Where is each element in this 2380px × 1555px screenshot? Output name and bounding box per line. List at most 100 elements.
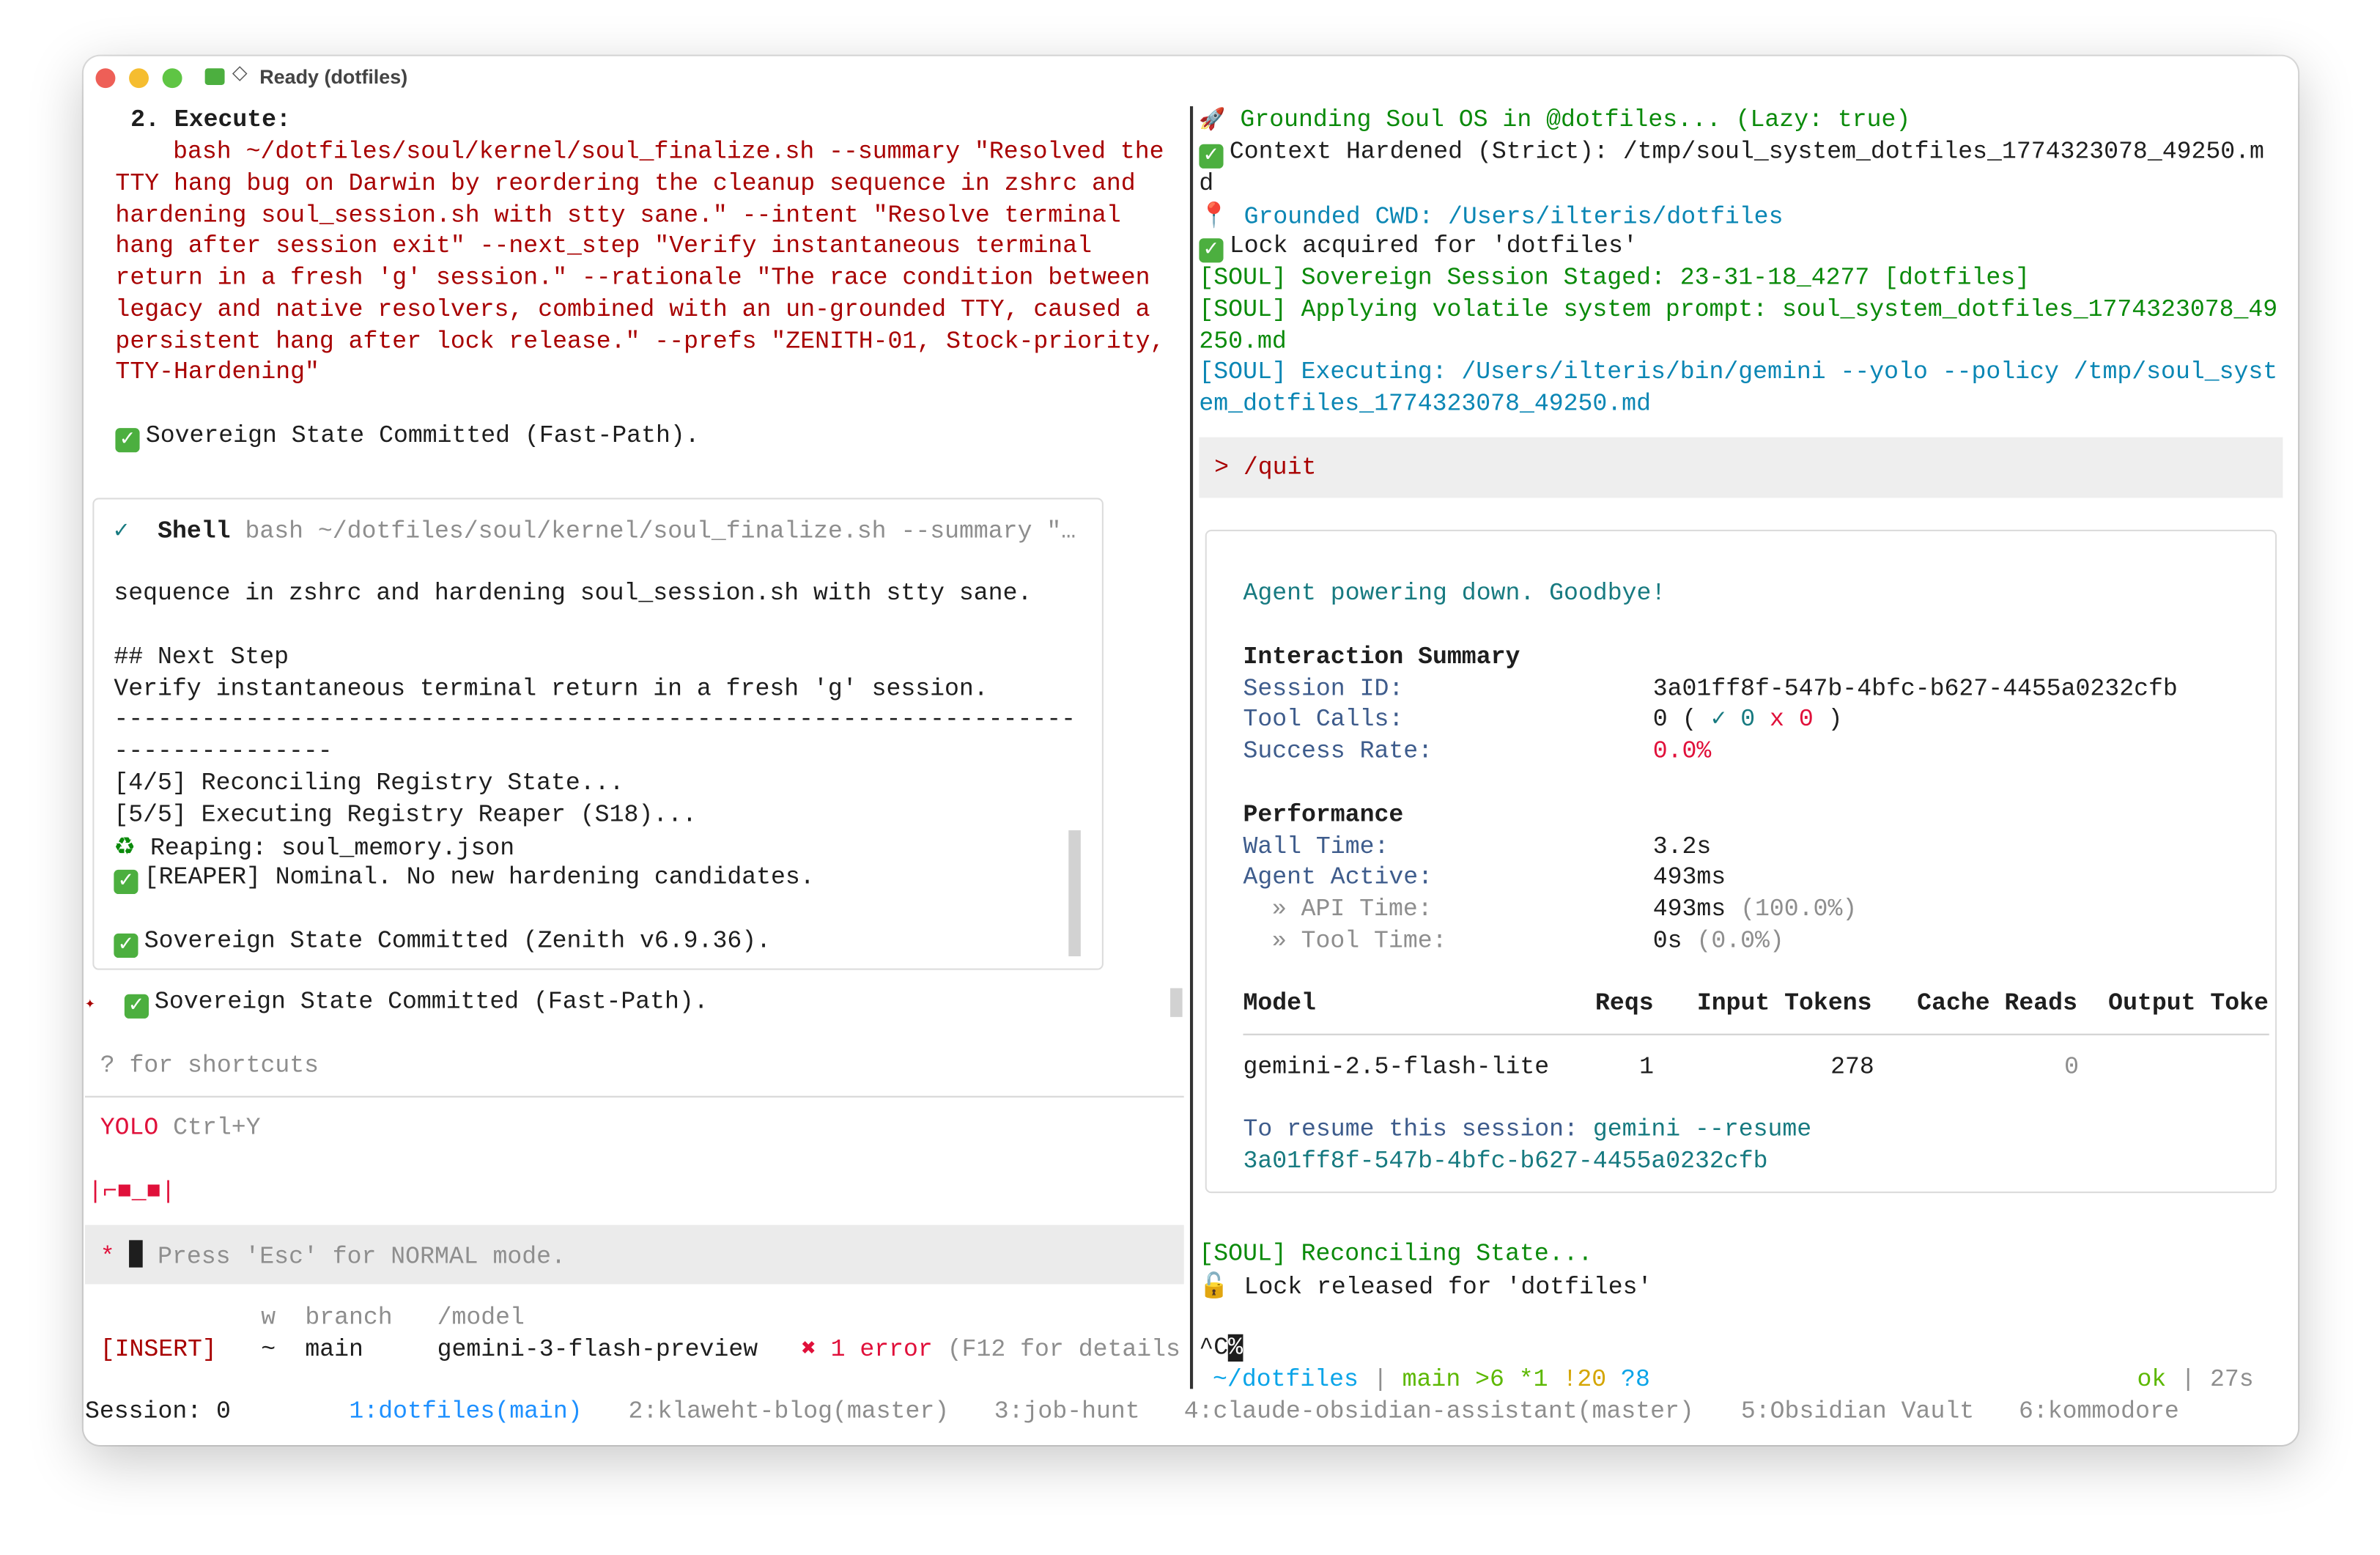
- prompt-staged: *1: [1518, 1366, 1548, 1394]
- prompt-modified: !20: [1562, 1366, 1607, 1394]
- output-line: [4/5] Reconciling Registry State...: [114, 769, 624, 797]
- interaction-heading: Interaction Summary: [1243, 643, 1520, 671]
- box-scrollbar[interactable]: [1068, 830, 1081, 956]
- session-summary-box: Agent powering down. Goodbye! Interactio…: [1205, 529, 2277, 1194]
- table-header-reqs: Reqs: [1595, 989, 1654, 1017]
- prompt-untracked: ?8: [1621, 1366, 1650, 1394]
- output-line: ----------------------------------------…: [114, 706, 1076, 734]
- error-hint: (F12 for details: [947, 1335, 1180, 1364]
- tool-time-label: » Tool Time:: [1271, 927, 1447, 955]
- ctrl-c: ^C: [1199, 1334, 1229, 1362]
- input-marker: *: [100, 1243, 115, 1271]
- command-line: return in a fresh 'g' session." --ration…: [115, 264, 1150, 292]
- tool-time: 0s: [1652, 927, 1682, 955]
- tmux-window[interactable]: 6:kommodore: [2018, 1397, 2179, 1426]
- sparkle-icon: ✦: [84, 995, 95, 1014]
- committed-text: Sovereign State Committed (Fast-Path).: [154, 988, 709, 1016]
- command-line: hang after session exit" --next_step "Ve…: [115, 232, 1092, 260]
- execute-heading: 2. Execute:: [130, 106, 291, 134]
- log-line: 📍 Grounded CWD: /Users/ilteris/dotfiles: [1199, 200, 1783, 232]
- error-indicator[interactable]: ✖ 1 error (F12 for details: [802, 1334, 1180, 1364]
- tool-calls-label: Tool Calls:: [1243, 706, 1404, 734]
- command-line: TTY-Hardening": [115, 358, 319, 386]
- success-rate-label: Success Rate:: [1243, 737, 1433, 765]
- wall-time-label: Wall Time:: [1243, 833, 1389, 861]
- tmux-window[interactable]: 2:klaweht-blog(master): [628, 1397, 950, 1426]
- tmux-session: Session: 0: [84, 1397, 231, 1426]
- committed-text: Sovereign State Committed (Fast-Path).: [145, 421, 700, 450]
- log-text: Grounded CWD: /Users/ilteris/dotfiles: [1243, 203, 1784, 231]
- reaping-text: Reaping: soul_memory.json: [136, 835, 515, 863]
- output-line: ✓ Sovereign State Committed (Zenith v6.9.…: [114, 926, 771, 959]
- lock-released-line: 🔓 Lock released for 'dotfiles': [1199, 1271, 1652, 1302]
- log-line: 250.md: [1199, 328, 1287, 355]
- shell-prompt[interactable]: ~/dotfiles | main >6 *1 !20 ?8: [1213, 1364, 1650, 1395]
- error-count: 1 error: [830, 1335, 933, 1364]
- input-placeholder[interactable]: Press 'Esc' for NORMAL mode.: [158, 1243, 566, 1271]
- pin-icon: 📍: [1199, 200, 1230, 229]
- tmux-window-active[interactable]: 1:dotfiles(main): [349, 1397, 583, 1426]
- minimize-button[interactable]: [129, 68, 149, 89]
- table-header-model: Model: [1243, 989, 1316, 1017]
- command-line: persistent hang after lock release." --p…: [115, 328, 1165, 355]
- output-line: ✓ [REAPER] Nominal. No new hardening cand…: [114, 863, 815, 895]
- wall-time-value: 3.2s: [1652, 833, 1712, 861]
- tool-time-value: 0s (0.0%): [1653, 926, 1784, 956]
- tmux-window[interactable]: 3:job-hunt: [994, 1397, 1140, 1426]
- tool-calls-value: 0 ( ✓ 0 x 0 ): [1653, 704, 1843, 734]
- status-w: ~: [261, 1335, 276, 1364]
- table-cell-cache-reads: 0: [2064, 1053, 2080, 1081]
- tool-calls-total: 0 (: [1652, 706, 1697, 734]
- tmux-window[interactable]: 5:Obsidian Vault: [1740, 1397, 1975, 1426]
- status-model[interactable]: gemini-3-flash-preview: [437, 1335, 758, 1364]
- cursor: [129, 1240, 144, 1268]
- tool-name: Shell: [158, 517, 231, 545]
- vim-mode: [INSERT]: [100, 1335, 217, 1364]
- close-button[interactable]: [95, 68, 116, 89]
- prompt-ahead: >6: [1475, 1366, 1504, 1394]
- tool-command: bash ~/dotfiles/soul/kernel/soul_finaliz…: [245, 517, 1076, 545]
- table-cell-reqs: 1: [1639, 1053, 1655, 1081]
- api-time-pct: (100.0%): [1740, 895, 1858, 923]
- table-header-cache-reads: Cache Reads: [1917, 989, 2077, 1017]
- check-icon: ✓: [114, 933, 138, 959]
- command-line: hardening soul_session.sh with stty sane…: [115, 202, 1121, 229]
- log-text: Grounding Soul OS in @dotfiles... (Lazy:…: [1240, 106, 1911, 134]
- resume-hint: To resume this session: gemini --resume: [1243, 1114, 1811, 1144]
- input-box[interactable]: * Press 'Esc' for NORMAL mode.: [84, 1225, 1184, 1285]
- check-icon: ✓: [124, 994, 149, 1019]
- prompt-duration: 27s: [2210, 1366, 2254, 1394]
- resume-session-id: 3a01ff8f-547b-4bfc-b627-4455a0232cfb: [1243, 1147, 1768, 1175]
- output-line: ---------------: [114, 737, 333, 765]
- table-header-output-tokens: Output Toke: [2108, 989, 2269, 1017]
- unlock-icon: 🔓: [1199, 1270, 1230, 1300]
- status-branch: main: [305, 1335, 363, 1364]
- zoom-button[interactable]: [162, 68, 182, 89]
- committed-line: ✦ ✓ Sovereign State Committed (Fast-Path)…: [85, 986, 709, 1020]
- api-time-label: » API Time:: [1271, 895, 1433, 923]
- resume-command: gemini --resume: [1592, 1115, 1812, 1143]
- log-line: em_dotfiles_1774323078_49250.md: [1199, 390, 1651, 418]
- log-text: Context Hardened (Strict): /tmp/soul_sys…: [1229, 138, 2264, 166]
- table-divider: [1243, 1033, 2269, 1035]
- tmux-window[interactable]: 4:claude-obsidian-assistant(master): [1183, 1397, 1694, 1426]
- agent-active-label: Agent Active:: [1243, 863, 1433, 891]
- table-cell-input-tokens: 278: [1830, 1053, 1874, 1081]
- api-time: 493ms: [1652, 895, 1726, 923]
- folder-icon: [204, 68, 225, 85]
- log-line: d: [1199, 169, 1214, 198]
- error-icon: ✖: [801, 1335, 816, 1364]
- output-line: Verify instantaneous terminal return in …: [114, 675, 988, 703]
- reconciling-line: [SOUL] Reconciling State...: [1199, 1240, 1593, 1268]
- output-line: ♻ Reaping: soul_memory.json: [114, 832, 514, 863]
- pane-divider[interactable]: [1189, 106, 1193, 1389]
- rocket-icon: 🚀: [1199, 108, 1226, 133]
- command-line: bash ~/dotfiles/soul/kernel/soul_finaliz…: [173, 138, 1164, 166]
- shell-tool-box: ✓ Shell bash ~/dotfiles/soul/kernel/soul…: [92, 498, 1104, 970]
- status-header-branch: branch: [305, 1304, 393, 1331]
- prompt-history-input: > /quit: [1199, 437, 2283, 498]
- lock-released-text: Lock released for 'dotfiles': [1243, 1273, 1652, 1301]
- yolo-indicator[interactable]: YOLO Ctrl+Y: [100, 1112, 261, 1142]
- pane-scrollbar[interactable]: [1170, 988, 1183, 1017]
- success-rate-value: 0.0%: [1652, 737, 1712, 765]
